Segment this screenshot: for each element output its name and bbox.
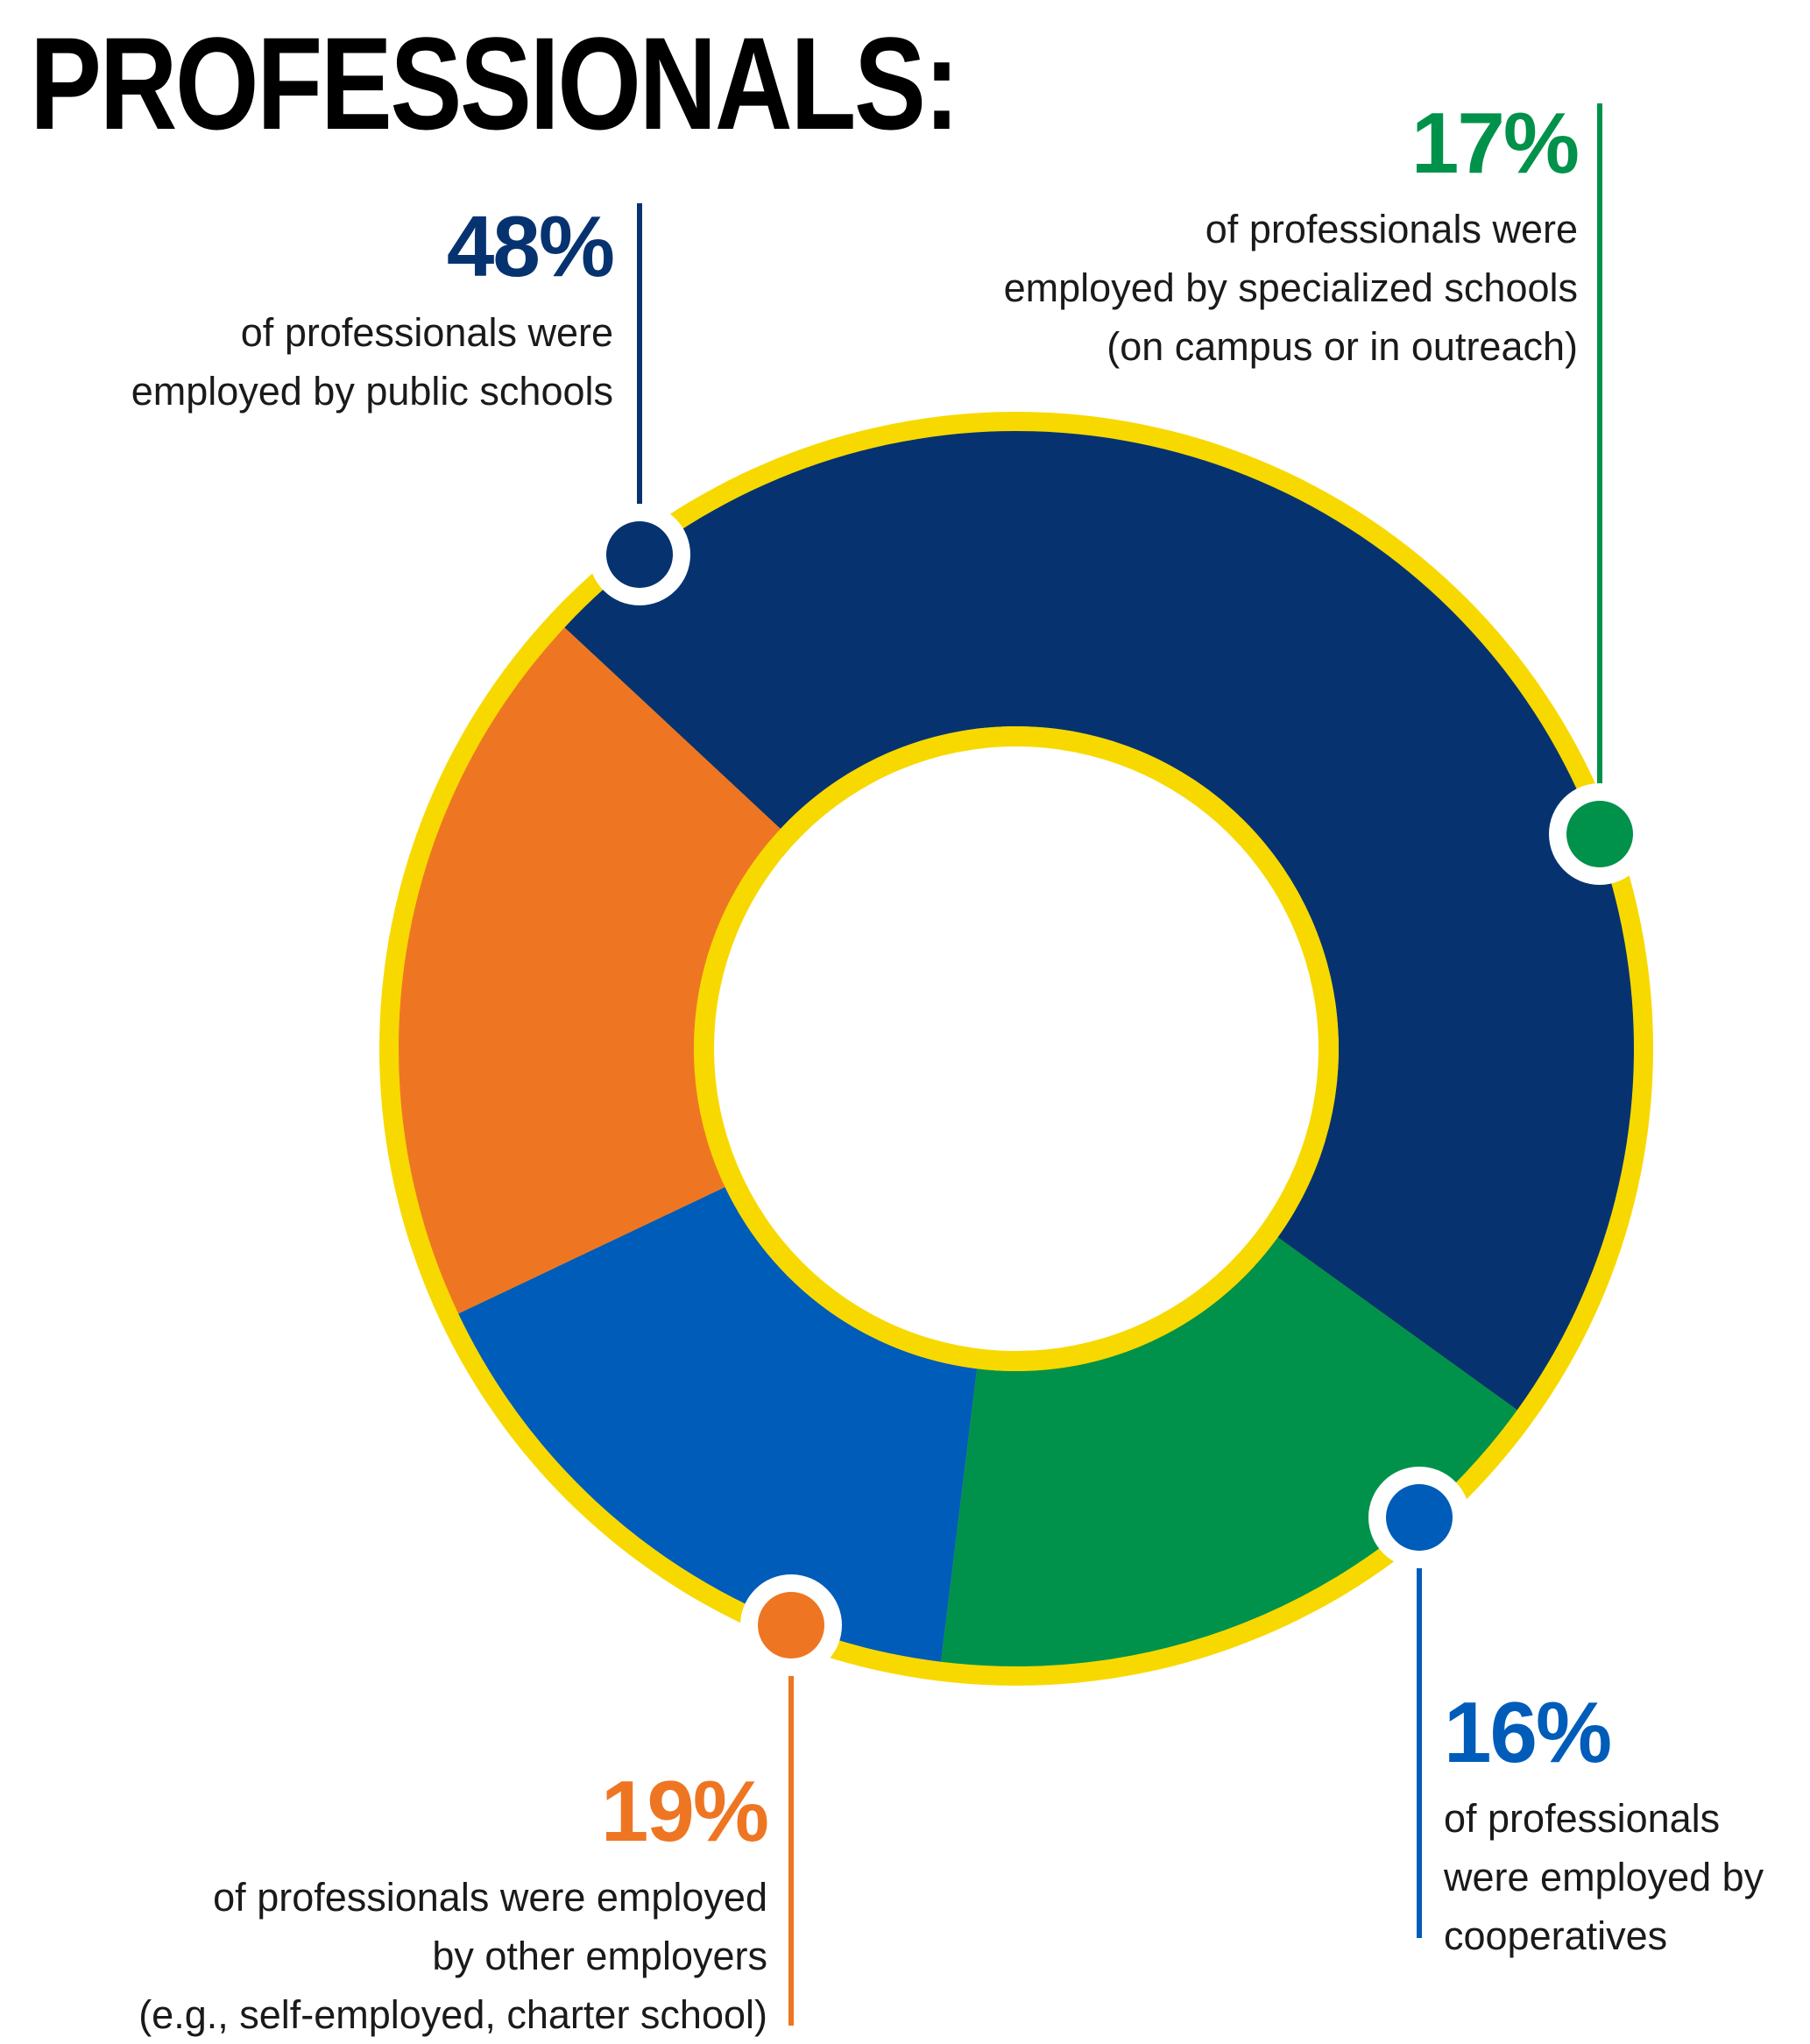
callout-public-percent: 48% <box>446 198 615 294</box>
callout-specialized-percent: 17% <box>1411 95 1580 191</box>
callout-cooperatives-line: of professionals <box>1444 1796 1721 1841</box>
callout-public: 48% of professionals were employed by pu… <box>131 198 615 421</box>
callout-specialized-description: of professionals were employed by specia… <box>1004 200 1578 376</box>
callout-cooperatives-line: cooperatives <box>1444 1913 1668 1958</box>
callout-public-line: of professionals were <box>240 310 613 355</box>
marker-dot-cooperatives <box>1386 1484 1453 1551</box>
marker-dot-specialized <box>1566 801 1633 867</box>
callout-cooperatives-percent: 16% <box>1444 1684 1612 1780</box>
callout-specialized-line: (on campus or in outreach) <box>1107 324 1578 369</box>
callout-other-line: (e.g., self-employed, charter school) <box>138 1992 767 2037</box>
callout-other: 19% of professionals were employed by ot… <box>138 1763 769 2044</box>
callout-specialized: 17% of professionals were employed by sp… <box>1004 95 1580 376</box>
callout-other-description: of professionals were employed by other … <box>138 1868 767 2044</box>
donut-slice-specialized <box>941 1237 1517 1666</box>
callout-other-line: by other employers <box>432 1934 767 1978</box>
page-title: PROFESSIONALS: <box>30 10 959 157</box>
callout-specialized-line: of professionals were <box>1205 207 1578 251</box>
donut-slice-cooperatives <box>458 1186 978 1662</box>
marker-dot-public <box>606 521 673 588</box>
callout-cooperatives-line: were employed by <box>1444 1855 1764 1899</box>
callout-specialized-line: employed by specialized schools <box>1003 265 1578 310</box>
callout-public-line: employed by public schools <box>131 369 613 414</box>
callout-other-line: of professionals were employed <box>213 1875 767 1920</box>
callout-cooperatives: 16% of professionals were employed by co… <box>1444 1689 1764 1965</box>
donut-hole <box>714 746 1319 1351</box>
callout-other-percent: 19% <box>600 1763 769 1859</box>
donut-slice-public <box>564 430 1634 1411</box>
donut-slice-other <box>399 627 781 1314</box>
callout-cooperatives-description: of professionals were employed by cooper… <box>1444 1789 1764 1965</box>
marker-dot-other <box>758 1592 824 1659</box>
callout-public-description: of professionals were employed by public… <box>131 303 613 421</box>
